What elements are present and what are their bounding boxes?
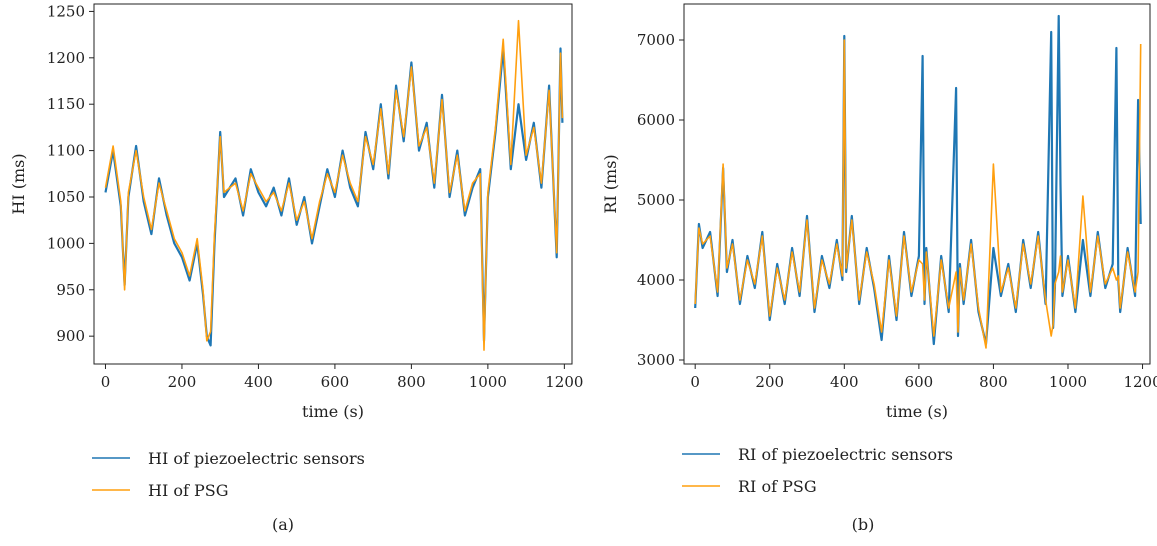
panel-b-legend-label-piezo: RI of piezoelectric sensors (738, 445, 953, 464)
panel-b-y-tick-label: 4000 (637, 271, 675, 289)
panel-a-y-axis-label: HI (ms) (9, 153, 28, 214)
panel-b-x-tick-label: 800 (979, 373, 1008, 391)
panel-a-y-tick-label: 1150 (47, 95, 85, 113)
panel-b-y-tick-label: 7000 (637, 31, 675, 49)
panel-a-legend-label-piezo: HI of piezoelectric sensors (148, 449, 365, 468)
panel-a-series-psg-line (104, 19, 564, 351)
panel-a-series-piezo-line (104, 47, 564, 347)
panel-b-legend-label-psg: RI of PSG (738, 477, 817, 496)
panel-a-x-tick-label: 600 (321, 373, 350, 391)
panel-a-y-ticks: 900 950 1000 1050 1100 1150 1200 1250 (47, 2, 94, 345)
panel-b-series (694, 14, 1142, 349)
panel-b-x-tick-label: 0 (690, 373, 700, 391)
panel-a-y-tick-label: 1050 (47, 188, 85, 206)
panel-a: 900 950 1000 1050 1100 1150 1200 1250 0 200 400 60… (9, 2, 583, 534)
panel-b-y-tick-label: 5000 (637, 191, 675, 209)
panel-b-y-tick-label: 3000 (637, 351, 675, 369)
panel-b-x-tick-label: 200 (755, 373, 784, 391)
panel-a-legend: HI of piezoelectric sensors HI of PSG (92, 449, 365, 500)
panel-a-y-tick-label: 900 (56, 327, 85, 345)
panel-a-x-tick-label: 800 (397, 373, 426, 391)
panel-b: 3000 4000 5000 6000 7000 0 200 400 600 800 1000 12… (601, 3, 1157, 534)
panel-b-x-tick-label: 600 (905, 373, 934, 391)
panel-a-caption: (a) (272, 515, 294, 534)
panel-b-y-axis-label: RI (ms) (601, 154, 620, 213)
panel-a-y-tick-label: 1250 (47, 2, 85, 20)
panel-b-x-tick-label: 1000 (1049, 373, 1087, 391)
panel-a-x-tick-label: 1000 (469, 373, 507, 391)
panel-b-legend: RI of piezoelectric sensors RI of PSG (682, 445, 953, 496)
panel-a-x-tick-label: 200 (168, 373, 197, 391)
panel-b-plot-frame (683, 3, 1151, 365)
panel-a-y-tick-label: 1000 (47, 234, 85, 252)
panel-b-x-tick-label: 1200 (1123, 373, 1157, 391)
panel-b-series-psg-line (694, 39, 1142, 349)
panel-a-y-tick-label: 950 (56, 281, 85, 299)
panel-a-y-tick-label: 1100 (47, 142, 85, 160)
panel-a-legend-label-psg: HI of PSG (148, 481, 229, 500)
panel-a-y-tick-label: 1200 (47, 49, 85, 67)
panel-b-y-ticks: 3000 4000 5000 6000 7000 (637, 31, 684, 369)
panel-a-x-tick-label: 0 (101, 373, 111, 391)
panel-a-plot-frame (93, 3, 573, 365)
panel-a-x-tick-label: 400 (244, 373, 273, 391)
panel-b-y-tick-label: 6000 (637, 111, 675, 129)
panel-a-x-tick-label: 1200 (545, 373, 583, 391)
panel-b-x-axis-label: time (s) (886, 402, 948, 421)
panel-b-x-ticks: 0 200 400 600 800 1000 1200 (690, 364, 1157, 391)
panel-b-x-tick-label: 400 (830, 373, 859, 391)
panel-a-series (104, 19, 564, 351)
panel-a-x-ticks: 0 200 400 600 800 1000 1200 (101, 364, 583, 391)
panel-b-caption: (b) (852, 515, 875, 534)
panel-a-x-axis-label: time (s) (302, 402, 364, 421)
